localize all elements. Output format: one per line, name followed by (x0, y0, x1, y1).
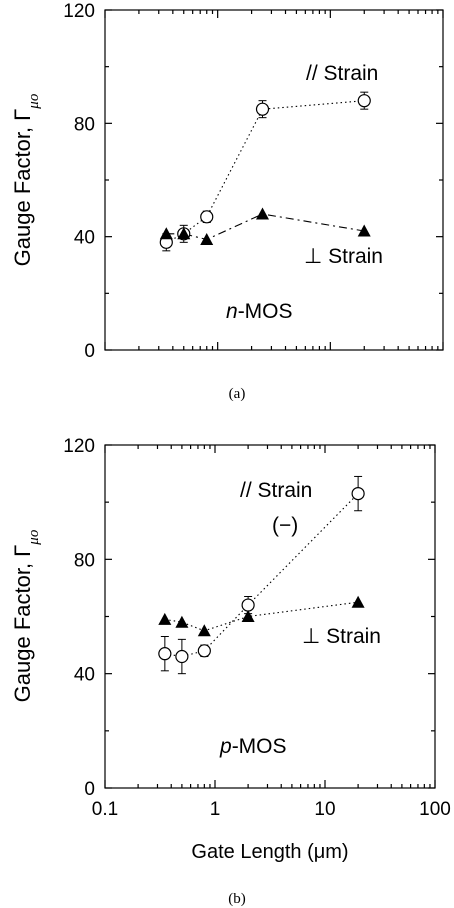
data-point-filled-triangle (241, 610, 255, 622)
data-point-open-circle (255, 102, 270, 116)
panel-a-markers (159, 94, 371, 249)
data-point-open-circle (200, 210, 214, 224)
panel-b: 0 40 80 120 0.1 1 10 100 Gauge Factor, Γμo Gat… (10, 436, 451, 907)
y-tick-label: 80 (74, 114, 95, 135)
x-tick-label: 1 (210, 799, 221, 820)
data-point-open-circle (241, 598, 255, 612)
panel-a-series-lines (166, 100, 365, 243)
panel-b-y-tick-labels: 0 40 80 120 (63, 436, 95, 800)
data-point-filled-triangle (175, 615, 189, 628)
y-tick-label: 40 (74, 665, 95, 686)
panel-b-device-label: p-MOS (219, 735, 287, 758)
y-tick-label: 120 (63, 436, 95, 457)
y-tick-label: 40 (74, 228, 95, 249)
data-point-filled-triangle (197, 624, 211, 637)
data-point-filled-triangle (200, 233, 214, 245)
panel-a-y-tick-labels: 0 40 80 120 (63, 1, 95, 362)
panel-a-caption: (a) (229, 386, 246, 402)
panel-b-parallel-strain-sign: (−) (272, 514, 298, 537)
panel-a-device-label: n-MOS (226, 300, 293, 323)
panel-b-perp-strain-label: ⊥ Strain (302, 625, 381, 648)
data-point-open-circle (158, 647, 172, 661)
data-point-filled-triangle (159, 227, 173, 240)
data-point-open-circle (351, 486, 365, 501)
panel-b-markers (158, 486, 365, 664)
panel-a-error-bars (162, 91, 369, 252)
y-tick-label: 0 (84, 779, 95, 800)
panel-a-frame (104, 9, 444, 351)
panel-b-parallel-strain-label: // Strain (240, 479, 312, 502)
series-line-0 (166, 100, 365, 243)
y-tick-label: 0 (84, 341, 95, 362)
y-tick-label: 120 (63, 1, 95, 22)
data-point-filled-triangle (158, 612, 172, 625)
panel-b-x-tick-labels: 0.1 1 10 100 (92, 799, 451, 820)
data-point-open-circle (175, 649, 189, 664)
panel-a-parallel-strain-label: // Strain (306, 62, 378, 85)
x-tick-label: 10 (314, 799, 335, 820)
y-tick-label: 80 (74, 550, 95, 571)
data-point-filled-triangle (256, 207, 269, 220)
panel-b-y-axis-label: Gauge Factor, Γμo (10, 529, 42, 702)
data-point-open-circle (197, 644, 211, 658)
data-point-filled-triangle (357, 224, 371, 237)
panel-b-caption: (b) (228, 891, 246, 907)
panel-a: 0 40 80 120 Gauge Factor, Γμo // Strain ⊥ S… (10, 1, 444, 402)
panel-a-perp-strain-label: ⊥ Strain (304, 245, 383, 268)
x-tick-label: 0.1 (92, 799, 118, 820)
x-tick-label: 100 (419, 799, 451, 820)
data-point-open-circle (357, 94, 371, 108)
panel-b-x-axis-label: Gate Length (μm) (191, 841, 348, 863)
panel-a-y-axis-label: Gauge Factor, Γμo (10, 93, 42, 266)
panel-a-ticks (104, 9, 444, 351)
data-point-filled-triangle (351, 595, 365, 608)
data-point-filled-triangle (177, 227, 191, 240)
panel-b-ticks (104, 444, 436, 789)
